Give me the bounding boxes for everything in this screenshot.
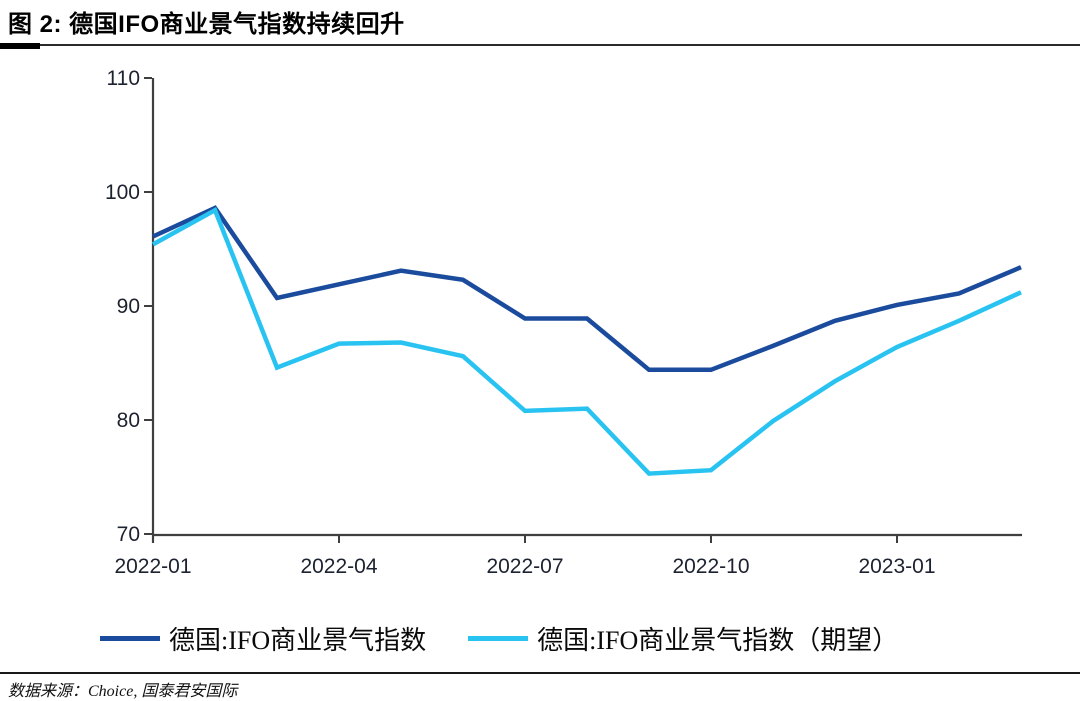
y-axis-tick-label: 110 <box>107 67 140 90</box>
source-divider <box>0 672 1080 674</box>
x-axis-tick-label: 2022-04 <box>300 555 377 578</box>
chart-plot-area: 70 80 90 100 110 2022-01 2022-04 2022-07 2022-10… <box>105 67 1022 578</box>
y-axis-tick-label: 70 <box>117 523 140 546</box>
figure-title: 图 2: 德国IFO商业景气指数持续回升 <box>8 11 405 38</box>
x-axis-tick-label: 2022-10 <box>672 555 749 578</box>
y-axis-tick-label: 90 <box>117 295 140 318</box>
legend-swatch-navy <box>100 635 160 641</box>
title-divider <box>0 44 1080 46</box>
y-axis-tick-label: 100 <box>105 181 140 204</box>
legend-label-expectations: 德国:IFO商业景气指数（期望） <box>537 625 899 655</box>
data-source-note: 数据来源：Choice, 国泰君安国际 <box>8 683 238 700</box>
x-axis-tick-label: 2023-01 <box>858 555 935 578</box>
line-chart: 70 80 90 100 110 2022-01 2022-04 2022-07 2022-10… <box>105 67 1022 578</box>
legend-swatch-cyan <box>468 635 529 641</box>
x-axis-tick-label: 2022-07 <box>486 555 563 578</box>
chart-legend: 德国:IFO商业景气指数 德国:IFO商业景气指数（期望） <box>100 618 1060 658</box>
legend-item-climate: 德国:IFO商业景气指数 <box>100 620 426 657</box>
series-line-climate <box>152 205 1022 373</box>
legend-item-expectations: 德国:IFO商业景气指数（期望） <box>468 620 898 657</box>
x-axis-tick-label: 2022-01 <box>114 555 191 578</box>
y-axis-tick-label: 80 <box>117 409 140 432</box>
series-line-expectations <box>151 206 1022 476</box>
legend-label-climate: 德国:IFO商业景气指数 <box>169 625 427 655</box>
title-divider-accent <box>0 43 40 49</box>
